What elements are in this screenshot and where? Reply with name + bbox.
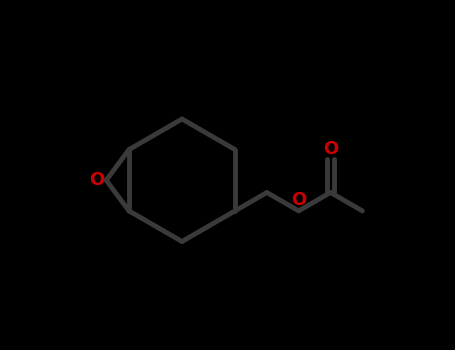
Text: O: O bbox=[291, 191, 306, 209]
Text: O: O bbox=[323, 140, 338, 158]
Text: O: O bbox=[89, 171, 104, 189]
